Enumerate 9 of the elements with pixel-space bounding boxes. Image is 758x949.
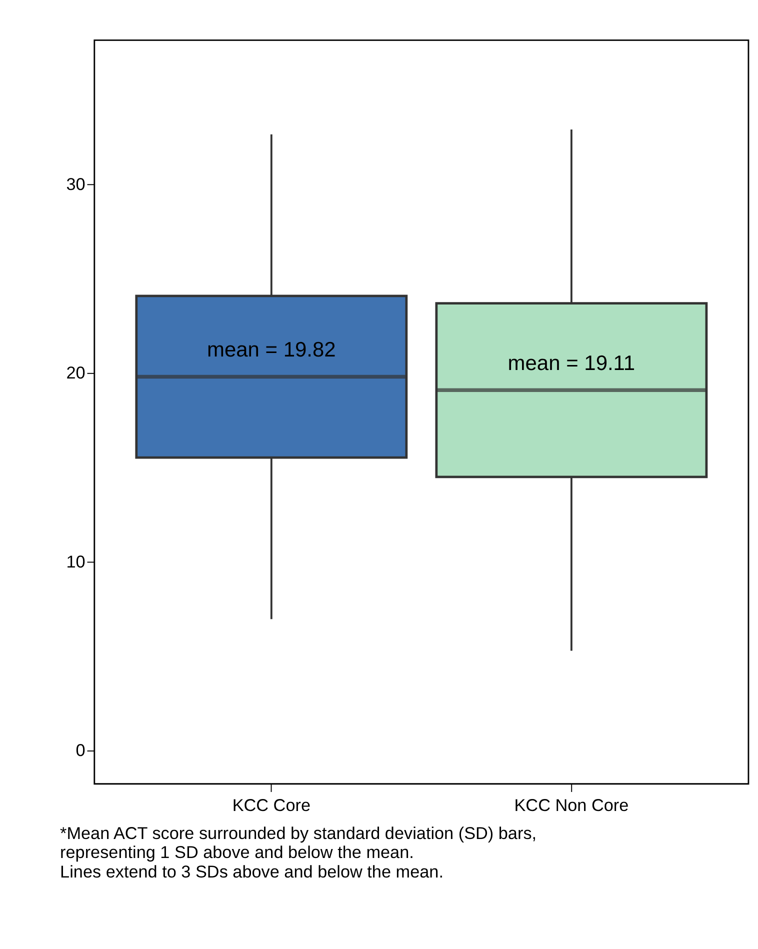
annotation: mean = 19.82 — [207, 338, 336, 362]
text: *Mean ACT score surrounded by standard deviation (SD) bars, representing 1 SD above and below the mean. Lines extend to 3 SDs above and below the mean. — [60, 823, 537, 882]
y-tick-label: 30 — [66, 174, 86, 194]
annotation: mean = 19.11 — [508, 352, 636, 376]
x-tick-label: KCC Core — [232, 795, 311, 816]
y-tick-label: 0 — [76, 740, 86, 760]
y-tick-label: 20 — [66, 362, 86, 383]
x-tick-label: KCC Non Core — [514, 795, 629, 816]
y-tick-label: 10 — [66, 551, 86, 572]
